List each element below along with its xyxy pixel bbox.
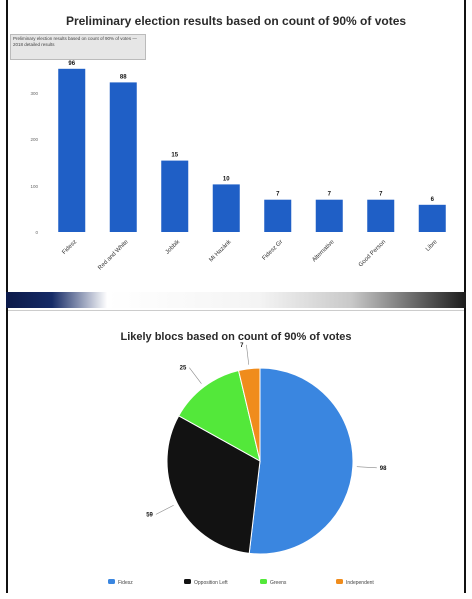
pie-value-label: 59 xyxy=(146,512,153,518)
legend-swatch xyxy=(336,579,343,584)
pie-leader-line xyxy=(155,504,174,515)
bar xyxy=(315,199,343,232)
y-tick-label: 0 xyxy=(35,230,38,235)
legend-swatch xyxy=(260,579,267,584)
y-tick-label: 300 xyxy=(30,91,38,96)
bar-value-label: 6 xyxy=(431,197,435,203)
legend-swatch xyxy=(108,579,115,584)
bar xyxy=(109,82,137,233)
pie-value-label: 98 xyxy=(380,466,387,472)
pie-value-label: 25 xyxy=(180,366,187,372)
bar-value-label: 88 xyxy=(120,74,127,80)
bar xyxy=(367,199,395,232)
pie-slice xyxy=(166,415,261,554)
x-tick-label: Fidesz xyxy=(61,239,78,256)
legend-label: Independent xyxy=(346,580,374,586)
bar xyxy=(264,199,292,232)
bar-value-label: 7 xyxy=(379,192,383,198)
pie-chart-panel: Likely blocs based on count of 90% of vo… xyxy=(8,310,464,594)
x-tick-label: Good Person xyxy=(358,239,387,268)
pie-leader-line xyxy=(246,344,250,365)
pie-slice xyxy=(237,367,261,462)
bar xyxy=(418,204,446,232)
y-tick-label: 100 xyxy=(30,184,38,189)
pie-slice xyxy=(248,367,354,555)
bar xyxy=(212,184,240,232)
bar xyxy=(58,68,86,232)
bar-value-label: 96 xyxy=(68,61,75,67)
pie-chart-title: Likely blocs based on count of 90% of vo… xyxy=(120,331,352,343)
bar-value-label: 10 xyxy=(223,176,230,182)
bar-value-label: 15 xyxy=(171,153,178,159)
x-tick-label: Fidesz Gr xyxy=(262,239,285,262)
x-tick-label: Libre xyxy=(425,239,439,253)
legend-swatch xyxy=(184,579,191,584)
pie-leader-line xyxy=(189,367,202,384)
pie-leader-line xyxy=(356,466,377,469)
bar-chart-title: Preliminary election results based on co… xyxy=(65,14,407,28)
bar-value-label: 7 xyxy=(328,192,332,198)
legend-label: Opposition Left xyxy=(194,580,228,586)
x-tick-label: Jobbik xyxy=(165,238,182,255)
pie-slice xyxy=(178,369,261,462)
divider-band xyxy=(6,292,466,308)
chart-tooltip: Preliminary election results based on co… xyxy=(10,34,146,60)
bar-chart-panel: Preliminary election results based on co… xyxy=(8,0,464,290)
bar xyxy=(161,160,189,232)
y-tick-label: 200 xyxy=(30,137,38,142)
bar-chart: 0 100 200 300 96 Fidesz 88 Red and White 15 Jobbi… xyxy=(30,61,446,272)
pie-value-label: 7 xyxy=(240,343,244,349)
x-tick-label: Mi Hazánk xyxy=(208,238,233,263)
x-tick-label: Red and White xyxy=(97,239,130,272)
pie-chart: 98 59 25 7 Fidesz Opposition Left Greens Indepe… xyxy=(108,343,387,586)
x-tick-label: Alternative xyxy=(311,239,336,264)
bar-value-label: 7 xyxy=(276,192,280,198)
legend-label: Fidesz xyxy=(118,580,133,586)
legend-label: Greens xyxy=(270,580,287,586)
